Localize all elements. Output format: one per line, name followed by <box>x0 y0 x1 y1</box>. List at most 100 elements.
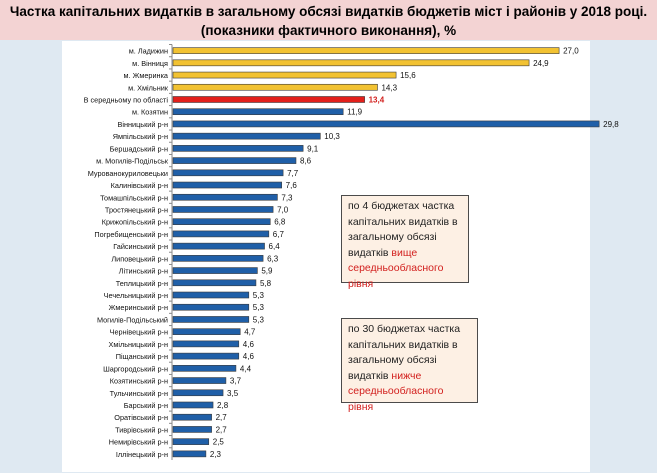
category-label: Козятинський р-н <box>110 377 168 386</box>
category-label: Теплицький р-н <box>116 279 168 288</box>
bar <box>172 59 530 67</box>
category-label: Барський р-н <box>124 401 168 410</box>
category-label: Муровано­куриловецьки <box>88 169 168 178</box>
value-label: 6,3 <box>267 254 279 263</box>
category-label: Оратівський р-н <box>114 413 168 422</box>
value-label: 27,0 <box>563 47 579 56</box>
category-label: Тростянецький р-н <box>105 205 168 214</box>
category-label: Тиврівський р-н <box>115 425 168 434</box>
value-label: 5,3 <box>253 303 265 312</box>
category-label: Могилів-Подільський <box>97 315 168 324</box>
bar <box>172 401 214 409</box>
page-title: Частка капітальних видатків в загальному… <box>0 0 657 40</box>
value-label: 10,3 <box>324 132 340 141</box>
bar <box>172 352 240 360</box>
category-label: Ямпільський р-н <box>113 132 168 141</box>
category-label: м. Жмеринка <box>124 71 169 80</box>
value-label: 15,6 <box>400 71 416 80</box>
category-label: Липовецький р-н <box>111 254 168 263</box>
value-label: 2,3 <box>210 450 222 459</box>
value-label: 5,3 <box>253 291 265 300</box>
bar <box>172 450 207 458</box>
category-label: Хмільницький р-н <box>108 340 168 349</box>
value-label: 29,8 <box>603 120 619 129</box>
category-label: Погребищенський р-н <box>94 230 168 239</box>
category-label: Томашпільський р-н <box>100 193 168 202</box>
bar <box>172 120 600 128</box>
category-label: Калинівський р-н <box>111 181 168 190</box>
bar <box>172 206 274 213</box>
bar <box>172 96 365 103</box>
category-label: Жмеринський р-н <box>109 303 168 312</box>
category-label: Бершадський р-н <box>110 144 168 153</box>
value-label: 24,9 <box>533 59 549 68</box>
bar <box>172 413 212 421</box>
value-label: 7,0 <box>277 205 289 214</box>
value-label: 7,7 <box>287 169 299 178</box>
category-label: Шаргородський р-н <box>103 364 168 373</box>
category-label: Іллінецький р-н <box>116 450 168 459</box>
value-label: 14,3 <box>381 83 397 92</box>
note-above-text: по 4 бюджетах частка капітальних видаткі… <box>348 200 458 259</box>
bar <box>172 47 560 54</box>
bar <box>172 291 250 299</box>
value-label: 3,7 <box>230 377 242 386</box>
value-label: 4,4 <box>240 364 252 373</box>
value-label: 5,3 <box>253 315 265 324</box>
category-label: Піщанський р-н <box>116 352 168 361</box>
value-label: 2,8 <box>217 401 229 410</box>
value-label: 2,7 <box>216 413 228 422</box>
category-label: Тульчинський р-н <box>110 389 168 398</box>
bar <box>172 83 378 91</box>
value-label: 6,8 <box>274 218 286 227</box>
category-label: Немирівський р-н <box>109 438 168 447</box>
value-label: 7,6 <box>286 181 298 190</box>
bar <box>172 193 278 201</box>
value-label: 9,1 <box>307 144 319 153</box>
category-label: Чернівецький р-н <box>110 328 168 337</box>
value-label: 5,8 <box>260 279 272 288</box>
category-label: Вінницький р-н <box>118 120 169 129</box>
bar <box>172 340 240 348</box>
category-label: Гайсинський р-н <box>113 242 168 251</box>
category-label: Літинський р-н <box>119 267 168 276</box>
category-label: Чечельницький р-н <box>104 291 168 300</box>
bar <box>172 377 227 384</box>
value-label: 2,7 <box>216 425 228 434</box>
bar <box>172 145 304 152</box>
category-label: В середньому по області <box>84 95 169 104</box>
category-label: м. Хмільник <box>128 83 169 92</box>
value-label: 3,5 <box>227 389 239 398</box>
note-above-highlight: вище середньообласного рівня <box>348 246 444 290</box>
category-label: м. Козятин <box>132 108 168 117</box>
category-label: м. Ладижин <box>129 47 168 56</box>
value-label: 5,9 <box>261 267 273 276</box>
value-label: 7,3 <box>281 193 293 202</box>
value-label: 11,9 <box>347 108 363 117</box>
category-label: м. Вінниця <box>132 59 168 68</box>
value-label: 4,6 <box>243 340 255 349</box>
bar <box>172 108 344 116</box>
bar <box>172 218 271 225</box>
bar <box>172 242 265 250</box>
value-label: 13,4 <box>369 95 385 104</box>
bar <box>172 157 297 164</box>
value-label: 6,4 <box>269 242 281 251</box>
bar <box>172 255 264 262</box>
bar <box>172 438 210 445</box>
category-label: Крижопільський р-н <box>102 218 168 227</box>
value-label: 6,7 <box>273 230 285 239</box>
note-below-average: по 30 бюджетах частка капітальних видатк… <box>341 318 478 413</box>
note-above-average: по 4 бюджетах частка капітальних видаткі… <box>341 195 469 290</box>
value-label: 4,7 <box>244 328 256 337</box>
note-below-highlight: нижче середньообласного рівня <box>348 369 444 413</box>
bar <box>172 426 212 433</box>
value-label: 4,6 <box>243 352 255 361</box>
bar <box>172 303 250 311</box>
bar <box>172 181 282 189</box>
value-label: 8,6 <box>300 157 312 166</box>
bar <box>172 132 321 140</box>
bar <box>172 328 241 335</box>
bar <box>172 389 224 397</box>
